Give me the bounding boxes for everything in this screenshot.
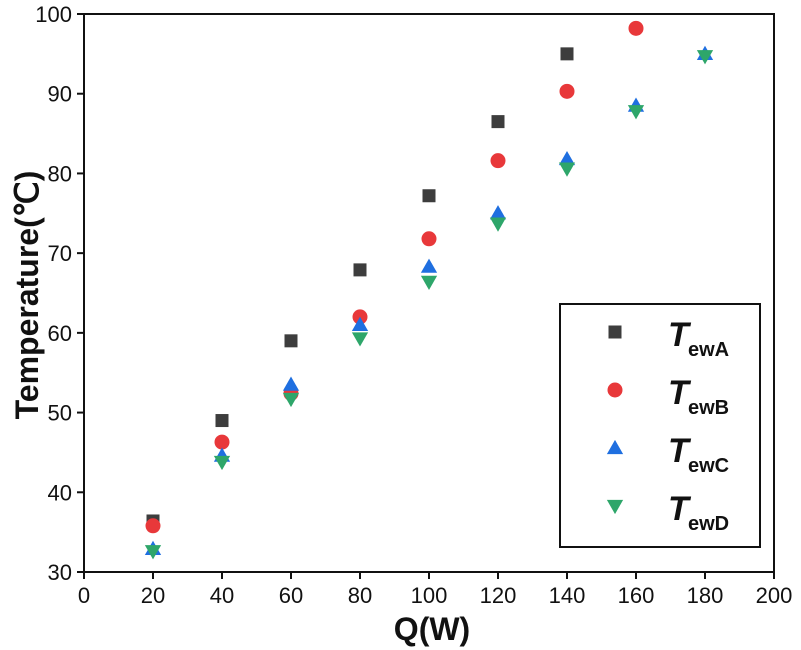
data-point-ewD bbox=[144, 545, 162, 560]
x-tick-label: 160 bbox=[618, 583, 655, 608]
legend-label-ewB: T bbox=[668, 374, 692, 412]
data-point-ewA bbox=[284, 334, 298, 348]
x-tick-label: 0 bbox=[78, 583, 90, 608]
y-tick-label: 40 bbox=[48, 480, 72, 505]
legend-marker-ewC bbox=[606, 439, 624, 455]
x-tick-label: 20 bbox=[141, 583, 165, 608]
data-point-ewD bbox=[213, 455, 231, 471]
data-point-ewD bbox=[627, 105, 645, 120]
x-tick-label: 200 bbox=[756, 583, 793, 608]
y-tick-label: 30 bbox=[48, 560, 72, 585]
x-tick-label: 120 bbox=[480, 583, 517, 608]
legend-marker-ewA bbox=[608, 325, 622, 339]
data-point-ewC bbox=[282, 376, 300, 391]
data-point-ewA bbox=[560, 47, 574, 61]
y-tick-label: 80 bbox=[48, 161, 72, 186]
data-point-ewD bbox=[696, 50, 714, 65]
y-tick-label: 60 bbox=[48, 321, 72, 346]
legend-box bbox=[559, 303, 761, 548]
data-point-ewB bbox=[145, 518, 161, 534]
legend-marker-ewD bbox=[606, 499, 624, 515]
x-tick-label: 40 bbox=[210, 583, 234, 608]
x-tick-label: 80 bbox=[348, 583, 372, 608]
data-point-ewD bbox=[558, 162, 576, 177]
legend-subscript-ewA: ewA bbox=[688, 339, 729, 361]
y-axis-label: Temperature(℃) bbox=[9, 171, 45, 420]
legend-label-ewC: T bbox=[668, 432, 692, 470]
data-point-ewB bbox=[559, 83, 575, 99]
data-point-ewB bbox=[628, 20, 644, 36]
data-point-ewD bbox=[489, 217, 507, 232]
data-point-ewA bbox=[422, 189, 436, 203]
y-tick-label: 50 bbox=[48, 401, 72, 426]
legend-marker-ewB bbox=[607, 382, 623, 398]
x-tick-label: 100 bbox=[411, 583, 448, 608]
x-tick-label: 60 bbox=[279, 583, 303, 608]
legend-subscript-ewB: ewB bbox=[688, 397, 729, 419]
data-point-ewC bbox=[489, 205, 507, 220]
data-point-ewB bbox=[490, 153, 506, 169]
data-point-ewA bbox=[353, 263, 367, 277]
data-point-ewD bbox=[420, 275, 438, 290]
data-point-ewB bbox=[214, 434, 230, 450]
legend-label-ewA: T bbox=[668, 316, 692, 354]
data-point-ewC bbox=[558, 150, 576, 166]
x-tick-label: 180 bbox=[687, 583, 724, 608]
legend-subscript-ewC: ewC bbox=[688, 455, 729, 477]
legend-label-ewD: T bbox=[668, 490, 692, 528]
data-point-ewC bbox=[420, 258, 438, 273]
data-point-ewC bbox=[351, 316, 369, 331]
y-tick-label: 90 bbox=[48, 82, 72, 107]
data-point-ewA bbox=[491, 115, 505, 129]
x-tick-label: 140 bbox=[549, 583, 586, 608]
data-point-ewD bbox=[351, 332, 369, 347]
data-point-ewB bbox=[421, 231, 437, 247]
legend-subscript-ewD: ewD bbox=[688, 513, 729, 535]
y-tick-label: 100 bbox=[35, 2, 72, 27]
y-tick-label: 70 bbox=[48, 241, 72, 266]
x-axis-label: Q(W) bbox=[394, 611, 470, 647]
data-point-ewD bbox=[282, 392, 300, 408]
data-point-ewA bbox=[215, 414, 229, 428]
